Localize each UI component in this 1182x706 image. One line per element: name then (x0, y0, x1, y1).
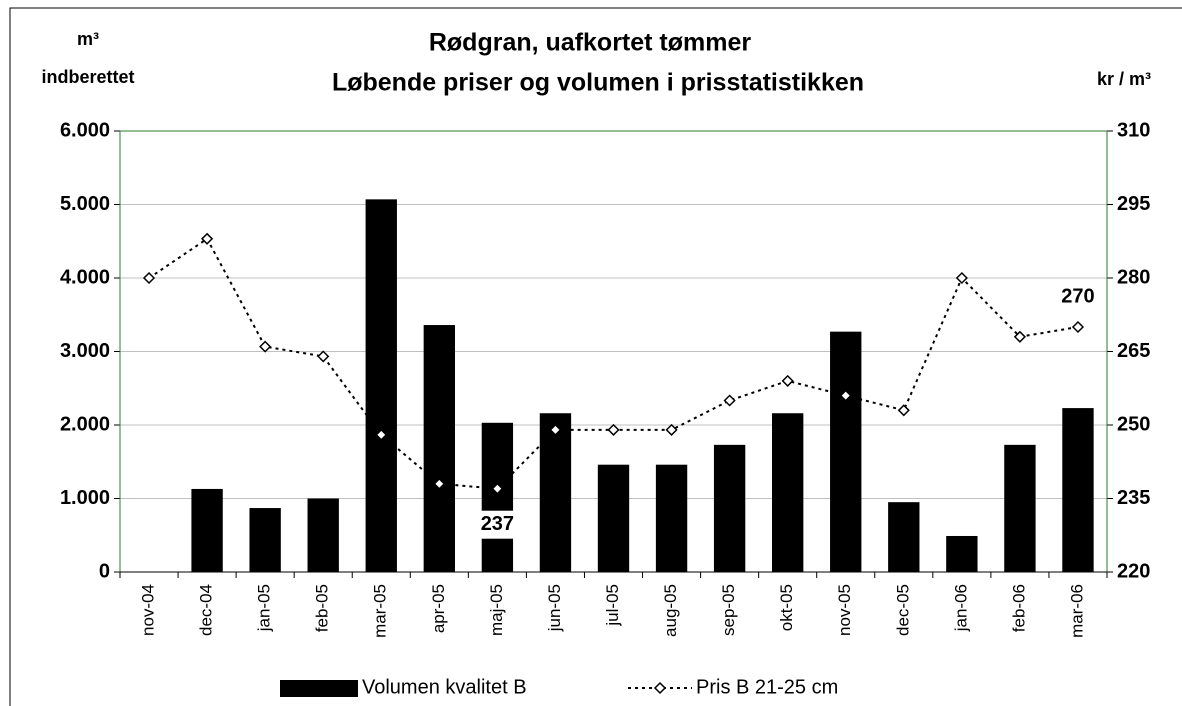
y-tick-label: 1.000 (60, 487, 110, 509)
bar (307, 498, 339, 572)
x-tick-label: aug-05 (661, 584, 680, 637)
y2-tick-label: 250 (1117, 413, 1150, 435)
legend-label: Volumen kvalitet B (362, 676, 527, 698)
x-tick-label: okt-05 (777, 584, 796, 631)
chart-title: Rødgran, uafkortet tømmer (429, 29, 752, 57)
y-tick-label: 6.000 (60, 119, 110, 141)
y2-tick-label: 310 (1117, 119, 1150, 141)
bar (365, 199, 397, 573)
x-tick-label: maj-05 (487, 584, 506, 636)
x-tick-label: nov-05 (835, 584, 854, 636)
x-tick-label: dec-05 (893, 584, 912, 636)
price-marker (897, 404, 910, 417)
price-marker (317, 350, 330, 363)
bar (191, 488, 223, 572)
legend-marker (653, 681, 667, 695)
x-tick-label: jan-05 (255, 584, 274, 632)
x-tick-label: jun-05 (545, 584, 564, 632)
bar (946, 535, 978, 572)
price-marker (433, 477, 446, 490)
x-tick-label: feb-05 (313, 584, 332, 632)
legend-swatch (280, 680, 358, 697)
y-tick-label: 2.000 (60, 413, 110, 435)
bar (772, 413, 804, 572)
bar (830, 331, 862, 572)
y-tick-label: 4.000 (60, 266, 110, 288)
bar (481, 422, 514, 572)
bar (655, 464, 688, 572)
x-tick-label: jul-05 (603, 584, 622, 627)
price-marker (201, 232, 214, 245)
x-tick-label: feb-06 (1009, 584, 1028, 632)
y-axis-label: m³ (77, 29, 99, 49)
y2-axis-label: kr / m³ (1097, 69, 1151, 89)
y2-tick-label: 295 (1117, 193, 1150, 215)
y2-tick-label: 220 (1117, 560, 1150, 582)
price-marker (1013, 330, 1026, 343)
bar (1004, 444, 1036, 572)
y2-tick-label: 280 (1117, 266, 1150, 288)
legend-label: Pris B 21-25 cm (696, 676, 838, 698)
price-marker (723, 394, 736, 407)
price-marker (955, 271, 968, 285)
label-bg (1054, 283, 1101, 311)
price-marker (491, 482, 504, 495)
x-tick-label: apr-05 (429, 584, 448, 633)
price-marker (1071, 320, 1085, 334)
price-marker (259, 340, 272, 353)
x-tick-label: nov-04 (139, 584, 158, 636)
bar (1062, 408, 1094, 572)
price-marker (549, 423, 562, 436)
data-label: 237 (481, 513, 514, 535)
y-axis-label: indberettet (41, 67, 134, 87)
bar (597, 464, 630, 572)
price-marker (781, 374, 794, 387)
label-bg (474, 510, 521, 539)
x-tick-label: dec-04 (197, 584, 216, 636)
data-label: 270 (1061, 285, 1094, 307)
bar (888, 502, 920, 572)
bar (423, 325, 455, 572)
y2-tick-label: 265 (1117, 340, 1150, 362)
x-tick-label: sep-05 (719, 584, 738, 636)
bar (249, 508, 281, 572)
y-tick-label: 0 (99, 560, 110, 582)
x-tick-label: mar-06 (1067, 584, 1086, 638)
y-tick-label: 5.000 (60, 193, 110, 215)
price-marker (839, 389, 852, 402)
chart-subtitle: Løbende priser og volumen i prisstatisti… (332, 69, 864, 97)
price-line (148, 237, 1079, 490)
chart-frame (9, 7, 1182, 706)
bar (713, 444, 746, 572)
price-marker (665, 423, 678, 436)
price-marker (142, 271, 156, 285)
x-tick-label: jan-06 (951, 584, 970, 632)
y-tick-label: 3.000 (60, 340, 110, 362)
price-marker (607, 423, 620, 436)
x-tick-label: mar-05 (371, 584, 390, 638)
bar (539, 413, 572, 572)
price-marker (375, 428, 388, 441)
y2-tick-label: 235 (1117, 487, 1150, 509)
